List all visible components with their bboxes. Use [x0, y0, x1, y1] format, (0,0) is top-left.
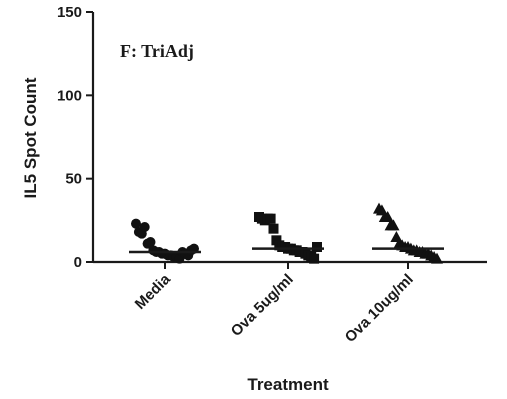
median-lines [129, 247, 444, 254]
y-tick-label: 50 [65, 171, 82, 188]
y-tick-label: 0 [74, 254, 82, 271]
data-point-square [309, 253, 320, 264]
data-point-triangle [387, 219, 400, 231]
data-point-triangle [431, 252, 443, 264]
data-point-square [312, 242, 322, 252]
data-point-square [268, 223, 279, 234]
y-axis-title: IL5 Spot Count [21, 77, 40, 198]
panel-label: F: TriAdj [120, 41, 194, 61]
y-tick-label: 150 [57, 4, 82, 21]
data-point-circle [131, 218, 141, 229]
data-point-square [265, 213, 276, 224]
y-axis: 0 50 100 150 [57, 4, 95, 271]
x-axis: Media Ova 5ug/ml Ova 10ug/ml [93, 260, 487, 346]
x-tick-label: Ova 10ug/ml [342, 271, 417, 346]
data-points [131, 202, 443, 264]
y-tick-label: 100 [57, 87, 82, 104]
data-point-circle [139, 222, 150, 232]
x-tick-label: Media [132, 270, 175, 313]
x-tick-label: Ova 5ug/ml [228, 271, 297, 340]
data-point-circle [145, 237, 156, 247]
data-point-triangle [381, 211, 394, 222]
x-axis-title: Treatment [247, 375, 329, 394]
